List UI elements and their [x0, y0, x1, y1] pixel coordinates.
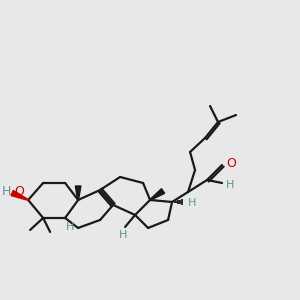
Text: H: H [2, 185, 11, 199]
Text: O: O [226, 158, 236, 170]
Polygon shape [75, 186, 81, 200]
Text: H: H [226, 180, 234, 190]
Text: H: H [66, 222, 74, 232]
Text: O: O [14, 185, 24, 199]
Polygon shape [11, 190, 28, 200]
Polygon shape [150, 189, 165, 200]
Text: H: H [188, 198, 196, 208]
Text: H: H [119, 230, 127, 240]
